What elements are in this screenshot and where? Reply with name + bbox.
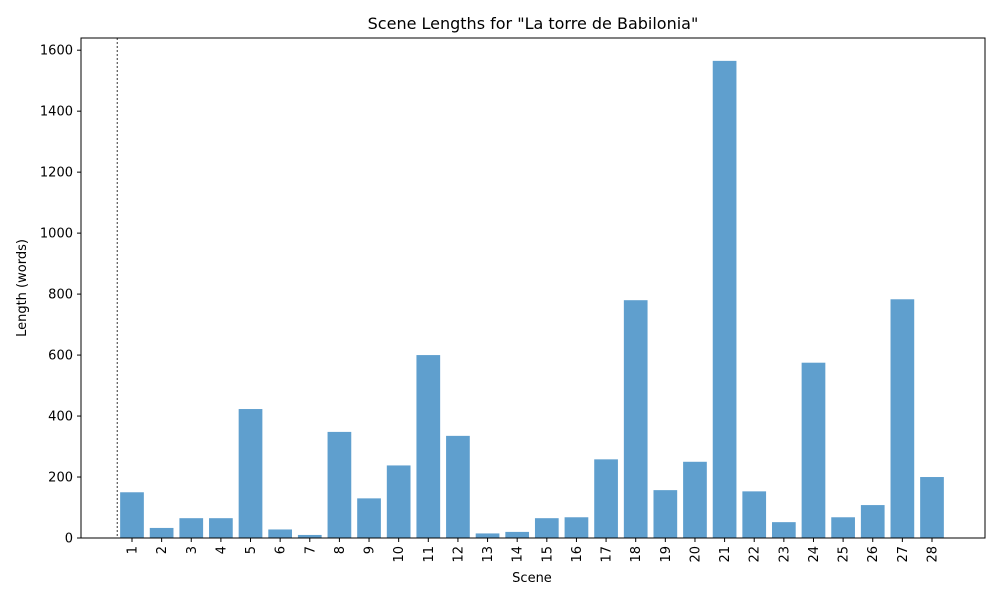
bar-scene-3 bbox=[179, 518, 204, 538]
bar-scene-9 bbox=[357, 498, 381, 538]
plot-area bbox=[116, 38, 944, 539]
x-tick-label: 12 bbox=[451, 546, 466, 563]
x-tick-label: 24 bbox=[807, 546, 822, 563]
x-tick-label: 26 bbox=[866, 546, 881, 563]
bar-scene-18 bbox=[623, 300, 648, 538]
bar-scene-27 bbox=[890, 299, 915, 538]
x-tick-label: 8 bbox=[333, 546, 348, 554]
bar-scene-1 bbox=[120, 492, 144, 538]
y-tick-label: 600 bbox=[48, 349, 73, 364]
bar-scene-7 bbox=[297, 534, 322, 538]
bar-scene-10 bbox=[386, 465, 411, 538]
x-tick-label: 9 bbox=[363, 546, 378, 554]
x-tick-label: 4 bbox=[214, 546, 229, 554]
y-tick-label: 1200 bbox=[40, 166, 73, 181]
bar-scene-15 bbox=[534, 518, 559, 538]
x-tick-label: 17 bbox=[600, 546, 615, 563]
x-tick-label: 28 bbox=[926, 546, 941, 563]
y-tick-label: 400 bbox=[48, 410, 73, 425]
x-tick-label: 5 bbox=[244, 546, 259, 554]
bar-scene-24 bbox=[801, 362, 826, 538]
x-tick-label: 3 bbox=[185, 546, 200, 554]
x-tick-label: 25 bbox=[837, 546, 852, 563]
x-axis-label: Scene bbox=[512, 571, 552, 586]
x-tick-label: 20 bbox=[688, 546, 703, 563]
x-tick-label: 15 bbox=[540, 546, 555, 563]
bar-scene-21 bbox=[712, 60, 737, 539]
bar-scene-22 bbox=[742, 491, 767, 538]
bar-scene-2 bbox=[149, 527, 174, 538]
bar-scene-23 bbox=[772, 522, 796, 538]
x-tick-label: 10 bbox=[392, 546, 407, 563]
y-tick-label: 800 bbox=[48, 288, 73, 303]
x-tick-label: 27 bbox=[896, 546, 911, 563]
bar-scene-14 bbox=[505, 531, 530, 538]
plot-frame bbox=[80, 37, 986, 539]
x-tick-label: 23 bbox=[777, 546, 792, 563]
bar-scene-12 bbox=[446, 435, 470, 538]
bar-scene-20 bbox=[683, 461, 707, 538]
x-tick-label: 7 bbox=[303, 546, 318, 554]
bar-scene-8 bbox=[327, 431, 352, 538]
bar-scene-17 bbox=[594, 459, 618, 538]
bar-scene-26 bbox=[860, 505, 885, 538]
x-tick-label: 14 bbox=[511, 546, 526, 563]
y-tick-label: 1400 bbox=[40, 105, 73, 120]
y-tick-label: 0 bbox=[65, 532, 73, 547]
y-tick-label: 200 bbox=[48, 471, 73, 486]
bar-scene-19 bbox=[653, 490, 678, 538]
x-tick-label: 22 bbox=[748, 546, 763, 563]
bar-scene-28 bbox=[920, 477, 944, 538]
bar-scene-25 bbox=[831, 517, 855, 538]
bar-scene-13 bbox=[475, 533, 500, 538]
x-tick-label: 2 bbox=[155, 546, 170, 554]
x-tick-label: 6 bbox=[274, 546, 289, 554]
x-tick-label: 21 bbox=[718, 546, 733, 563]
y-axis-label: Length (words) bbox=[15, 239, 30, 337]
x-tick-label: 1 bbox=[126, 546, 141, 554]
bar-scene-5 bbox=[238, 409, 263, 538]
bar-scene-11 bbox=[416, 355, 441, 538]
bar-scene-6 bbox=[268, 529, 292, 538]
x-tick-label: 16 bbox=[570, 546, 585, 563]
y-tick-label: 1600 bbox=[40, 44, 73, 59]
x-tick-label: 19 bbox=[659, 546, 674, 563]
y-tick-label: 1000 bbox=[40, 227, 73, 242]
x-tick-label: 13 bbox=[481, 546, 496, 563]
bar-scene-4 bbox=[209, 518, 233, 538]
chart-title: Scene Lengths for "La torre de Babilonia… bbox=[368, 14, 699, 33]
x-tick-label: 18 bbox=[629, 546, 644, 563]
x-tick-label: 11 bbox=[422, 546, 437, 563]
bar-scene-16 bbox=[564, 517, 589, 538]
